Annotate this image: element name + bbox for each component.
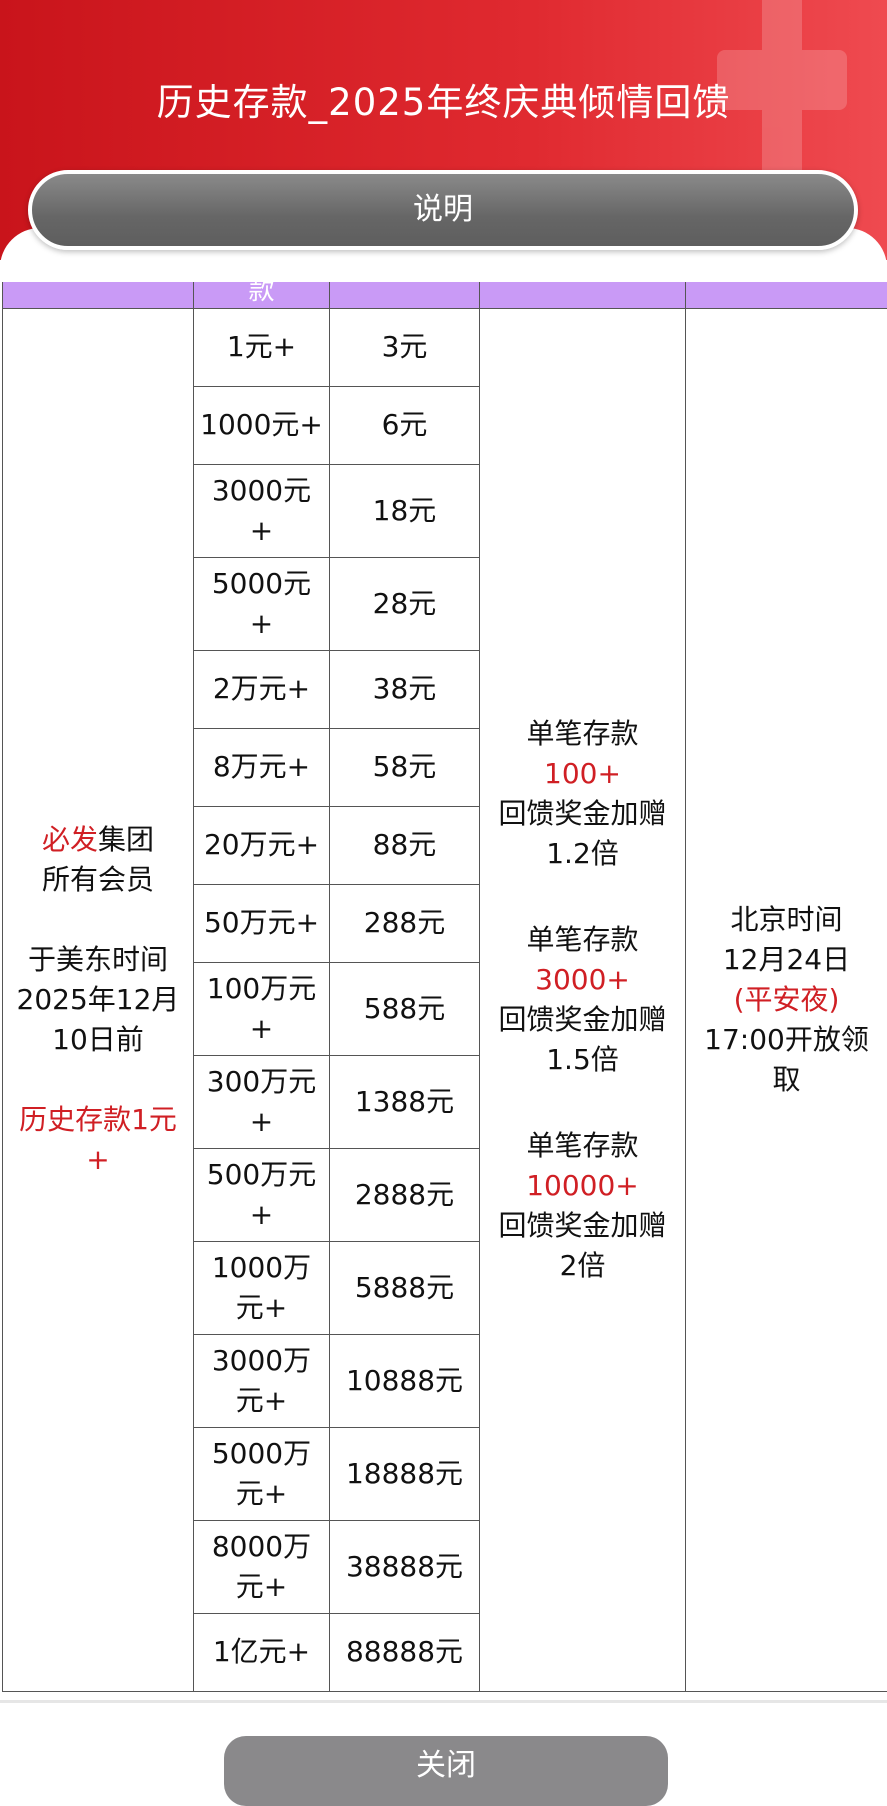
eligibility-deposit: 历史存款1元 + [3, 1100, 193, 1180]
brand-suffix: 集团 [98, 823, 154, 856]
header-cell [480, 282, 686, 308]
bonus-label: 单笔存款 [480, 1126, 685, 1166]
deposit-cell: 100万元 + [194, 962, 330, 1055]
bonus-label: 单笔存款 [480, 714, 685, 754]
table-row: 必发集团 所有会员 于美东时间 2025年12月 10日前 历史存款1元 + 1… [3, 308, 887, 386]
header-cell [3, 282, 194, 308]
reward-cell: 288元 [330, 884, 480, 962]
bonus-amount: 3000+ [480, 960, 685, 1000]
reward-cell: 2888元 [330, 1148, 480, 1241]
deposit-cell: 500万元 + [194, 1148, 330, 1241]
reward-cell: 88元 [330, 806, 480, 884]
deposit-cell: 5000元 + [194, 557, 330, 650]
claim-open: 17:00开放领 取 [686, 1020, 887, 1100]
close-button[interactable]: 关闭 [224, 1736, 668, 1806]
deposit-cell: 1000万 元+ [194, 1241, 330, 1334]
deposit-cell: 1元+ [194, 308, 330, 386]
bonus-amount: 100+ [480, 754, 685, 794]
reward-cell: 3元 [330, 308, 480, 386]
reward-cell: 28元 [330, 557, 480, 650]
deposit-cell: 50万元+ [194, 884, 330, 962]
reward-cell: 5888元 [330, 1241, 480, 1334]
reward-cell: 588元 [330, 962, 480, 1055]
deposit-cell: 3000万 元+ [194, 1334, 330, 1427]
reward-cell: 38888元 [330, 1520, 480, 1613]
deposit-cell: 2万元+ [194, 650, 330, 728]
reward-cell: 1388元 [330, 1055, 480, 1148]
claim-time: 北京时间 12月24日 [686, 900, 887, 980]
header-cell [330, 282, 480, 308]
reward-cell: 58元 [330, 728, 480, 806]
claim-cell: 北京时间 12月24日 (平安夜) 17:00开放领 取 [686, 308, 887, 1691]
eligibility-group: 必发集团 [3, 820, 193, 860]
deposit-cell: 1亿元+ [194, 1613, 330, 1691]
header-cell [686, 282, 887, 308]
deposit-cell: 8000万 元+ [194, 1520, 330, 1613]
explain-button[interactable]: 说明 [28, 170, 858, 250]
reward-cell: 6元 [330, 386, 480, 464]
bonus-desc: 回馈奖金加赠 1.2倍 [480, 794, 685, 874]
deposit-cell: 8万元+ [194, 728, 330, 806]
reward-cell: 18888元 [330, 1427, 480, 1520]
divider [0, 1700, 887, 1703]
header-cell: 款 [194, 282, 330, 308]
reward-table: 款 必发集团 所有会员 于美东时间 2025年12月 10日前 历史存款1元 +… [2, 282, 887, 1700]
deposit-cell: 3000元 + [194, 464, 330, 557]
bonus-desc: 回馈奖金加赠 2倍 [480, 1206, 685, 1286]
eligibility-members: 所有会员 [3, 860, 193, 900]
table-header-row: 款 [3, 282, 887, 308]
reward-cell: 88888元 [330, 1613, 480, 1691]
deposit-cell: 300万元 + [194, 1055, 330, 1148]
reward-cell: 38元 [330, 650, 480, 728]
reward-cell: 10888元 [330, 1334, 480, 1427]
eligibility-date: 于美东时间 2025年12月 10日前 [3, 940, 193, 1060]
bonus-desc: 回馈奖金加赠 1.5倍 [480, 1000, 685, 1080]
bonus-amount: 10000+ [480, 1166, 685, 1206]
page-title: 历史存款_2025年终庆典倾情回馈 [0, 72, 887, 126]
deposit-cell: 5000万 元+ [194, 1427, 330, 1520]
brand-name: 必发 [42, 823, 98, 856]
deposit-cell: 1000元+ [194, 386, 330, 464]
deposit-cell: 20万元+ [194, 806, 330, 884]
reward-cell: 18元 [330, 464, 480, 557]
bonus-label: 单笔存款 [480, 920, 685, 960]
eligibility-cell: 必发集团 所有会员 于美东时间 2025年12月 10日前 历史存款1元 + [3, 308, 194, 1691]
claim-highlight: (平安夜) [686, 980, 887, 1020]
